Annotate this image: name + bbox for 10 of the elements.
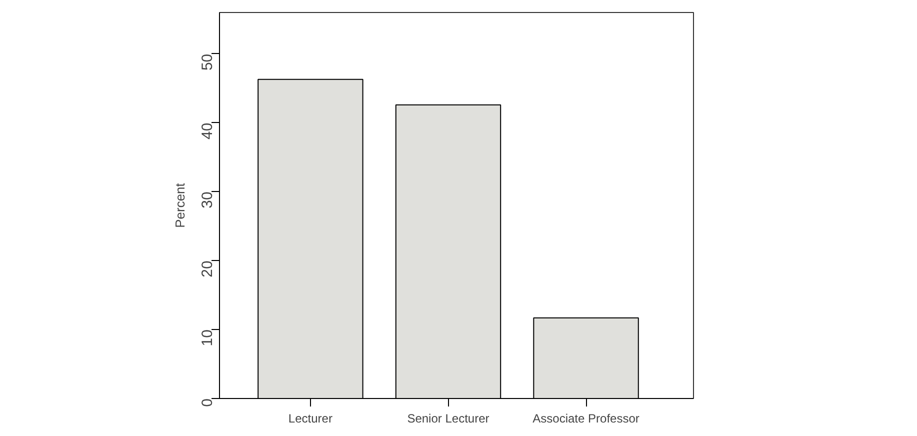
y-tick-label: 0 (199, 398, 216, 407)
y-tick-label: 30 (199, 192, 216, 208)
y-tick-label: 50 (199, 54, 216, 71)
x-tick-label: Senior Lecturer (407, 412, 490, 426)
y-tick-label: 40 (199, 122, 216, 140)
y-tick-label: 20 (199, 260, 216, 278)
x-tick-label: Associate Professor (532, 412, 640, 426)
y-tick-label: 10 (199, 330, 216, 346)
x-tick-label: Lecturer (288, 412, 332, 426)
y-axis-title: Percent (172, 182, 188, 228)
